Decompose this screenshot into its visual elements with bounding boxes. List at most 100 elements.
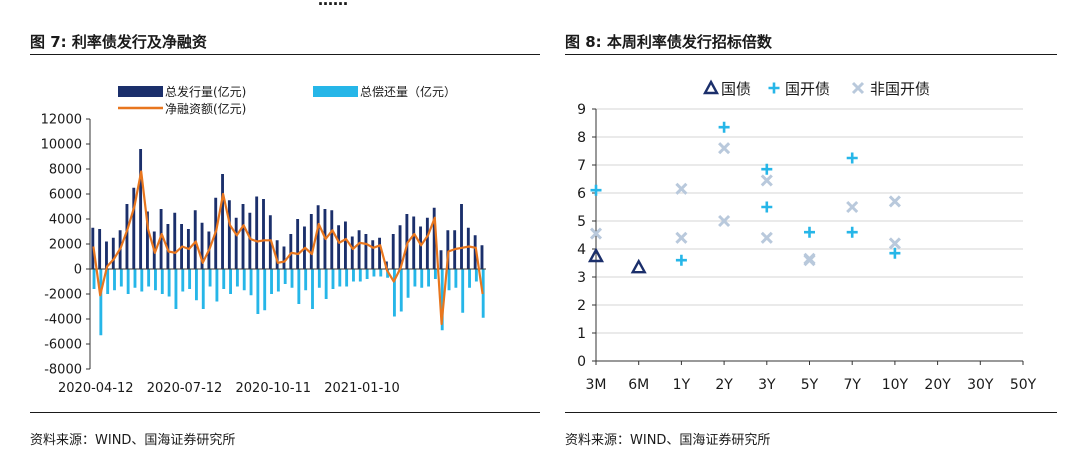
feiguokai-point	[803, 254, 816, 267]
repayment-bar	[454, 269, 458, 288]
issuance-bar	[111, 237, 115, 269]
feiguokai-point	[888, 237, 901, 250]
y-tick-label: 6	[577, 186, 586, 202]
repayment-bar	[372, 269, 376, 277]
repayment-bar	[222, 269, 226, 289]
repayment-bar	[201, 269, 205, 309]
feiguokai-point	[718, 214, 731, 228]
repayment-bar	[147, 269, 151, 287]
repayment-bar	[263, 269, 267, 311]
legend-repayment-label: 总偿还量（亿元）	[360, 84, 456, 99]
x-tick-label: 2020-10-11	[236, 381, 312, 396]
y-tick-label: 5	[577, 214, 586, 230]
x-tick-label: 3Y	[758, 377, 776, 393]
repayment-bar	[160, 269, 164, 294]
repayment-bar	[167, 269, 171, 297]
guokai-point	[718, 121, 730, 133]
y-tick-label: 8000	[49, 163, 82, 178]
repayment-bar	[447, 269, 451, 291]
repayment-bar	[468, 269, 471, 288]
repayment-bar	[194, 269, 198, 301]
x-tick-label: 2020-07-12	[147, 381, 223, 396]
feiguokai-point	[760, 231, 773, 244]
issuance-bar	[159, 209, 163, 269]
repayment-bar	[106, 269, 110, 294]
repayment-bar	[392, 269, 396, 317]
repayment-bar	[379, 269, 383, 277]
issuance-bar	[480, 245, 484, 269]
issuance-bar	[419, 226, 422, 269]
repayment-bar	[99, 269, 103, 336]
y-tick-label: -6000	[44, 338, 82, 353]
feiguokai-point	[589, 227, 603, 240]
y-tick-label: 10000	[41, 138, 82, 153]
y-tick-label: -2000	[44, 288, 82, 303]
y-tick-label: 6000	[49, 188, 82, 203]
repayment-bar	[140, 269, 144, 292]
x-tick-label: 20Y	[924, 377, 951, 393]
feiguokai-point	[718, 142, 731, 155]
legend-guokai-label: 国开债	[785, 80, 830, 98]
figure-7-top-rule	[30, 54, 540, 55]
issuance-bar	[289, 234, 293, 269]
legend-repayment-swatch	[313, 86, 358, 97]
issuance-bar	[350, 236, 354, 269]
net-financing-line	[92, 170, 484, 326]
issuance-bar	[166, 224, 170, 269]
issuance-bar	[446, 230, 450, 269]
issuance-bar	[378, 237, 382, 269]
figure-8-bottom-rule	[565, 412, 1057, 413]
legend-guozhai-label: 国债	[721, 80, 751, 98]
guokai-point	[675, 254, 687, 266]
repayment-bar	[331, 269, 335, 289]
issuance-bar	[173, 212, 177, 269]
issuance-bar	[398, 225, 402, 269]
issuance-bar	[296, 219, 300, 269]
feiguokai-point	[675, 231, 688, 244]
repayment-bar	[420, 269, 424, 288]
x-tick-label: 2021-01-10	[324, 381, 400, 396]
repayment-bar	[174, 269, 178, 309]
repayment-bar	[304, 269, 308, 291]
guokai-point	[804, 226, 815, 238]
repayment-bar	[297, 269, 301, 304]
issuance-bar	[282, 246, 286, 269]
repayment-bar	[338, 269, 342, 287]
issuance-bar	[337, 225, 341, 269]
feiguokai-point	[888, 195, 901, 208]
legend-guozhai-marker	[702, 79, 720, 95]
repayment-bar	[317, 269, 321, 288]
x-tick-label: 5Y	[801, 377, 819, 393]
repayment-bar	[311, 269, 314, 309]
repayment-bar	[215, 269, 219, 302]
figure-7-source: 资料来源：WIND、国海证券研究所	[30, 433, 236, 448]
repayment-bar	[324, 269, 328, 299]
issuance-bar	[412, 216, 416, 269]
x-tick-label: 3M	[586, 377, 607, 393]
repayment-bar	[283, 269, 287, 284]
repayment-bar	[345, 269, 349, 287]
x-tick-label: 2020-04-12	[58, 381, 134, 396]
y-tick-label: 3	[577, 270, 586, 286]
legend-feiguokai-marker	[851, 81, 865, 95]
repayment-bar	[399, 269, 403, 312]
repayment-bar	[256, 269, 260, 314]
legend-issuance-label: 总发行量(亿元)	[165, 84, 246, 99]
repayment-bar	[406, 269, 410, 298]
x-tick-label: 50Y	[1010, 377, 1037, 393]
issuance-bar	[316, 205, 320, 269]
figure-8-title: 图 8: 本周利率债发行招标倍数	[565, 33, 772, 51]
issuance-bar	[241, 204, 245, 269]
repayment-bar	[229, 269, 232, 294]
x-tick-label: 6M	[628, 377, 649, 393]
issuance-bar	[193, 210, 197, 269]
issuance-bar	[132, 187, 136, 269]
issuance-bar	[262, 199, 265, 269]
issuance-bar	[139, 149, 143, 269]
y-tick-label: 0	[577, 354, 586, 370]
guozhai-point	[630, 258, 647, 274]
issuance-bar	[98, 229, 102, 269]
figure-8-source: 资料来源：WIND、国海证券研究所	[565, 433, 771, 448]
repayment-bar	[119, 269, 123, 287]
issuance-bar	[357, 230, 361, 269]
